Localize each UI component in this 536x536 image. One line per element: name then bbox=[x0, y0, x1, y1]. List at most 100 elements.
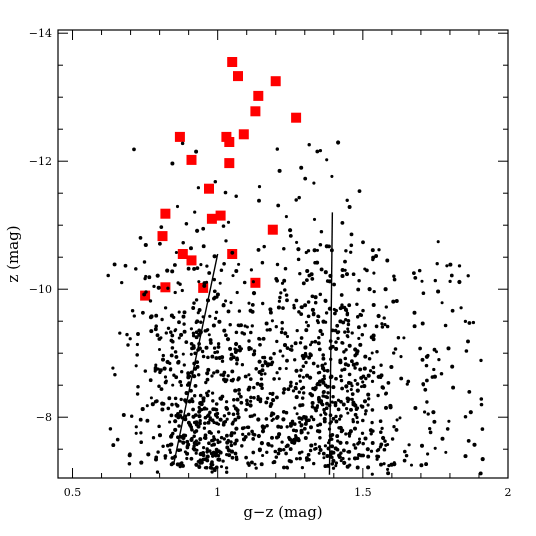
galaxy-point bbox=[141, 310, 145, 315]
galaxy-point bbox=[426, 412, 430, 416]
galaxy-point bbox=[321, 451, 326, 456]
galaxy-point bbox=[316, 371, 320, 375]
galaxy-point bbox=[294, 457, 299, 461]
galaxy-point bbox=[393, 347, 398, 351]
galaxy-point bbox=[327, 279, 332, 284]
galaxy-point bbox=[343, 356, 348, 361]
galaxy-point bbox=[244, 455, 248, 460]
bright-galaxy-marker bbox=[291, 112, 302, 123]
galaxy-point bbox=[148, 315, 153, 320]
galaxy-point bbox=[214, 356, 219, 361]
galaxy-point bbox=[181, 352, 185, 356]
galaxy-point bbox=[340, 428, 345, 433]
galaxy-point bbox=[309, 272, 314, 277]
galaxy-point bbox=[345, 396, 350, 401]
galaxy-point bbox=[257, 336, 261, 341]
galaxy-point bbox=[392, 461, 396, 465]
galaxy-point bbox=[155, 273, 160, 278]
galaxy-point bbox=[280, 320, 284, 325]
galaxy-point bbox=[323, 362, 327, 366]
galaxy-point bbox=[304, 345, 308, 349]
galaxy-point bbox=[239, 400, 244, 405]
galaxy-point bbox=[127, 462, 132, 466]
galaxy-point bbox=[386, 471, 391, 476]
galaxy-point bbox=[163, 454, 168, 458]
galaxy-point bbox=[151, 436, 156, 440]
galaxy-point bbox=[268, 307, 273, 312]
galaxy-point bbox=[315, 404, 320, 408]
galaxy-point bbox=[213, 453, 218, 458]
galaxy-point bbox=[343, 268, 347, 272]
galaxy-point bbox=[308, 448, 313, 453]
galaxy-point bbox=[342, 460, 347, 465]
axis-ticks-layer: 0.5 1 1.5 2 −8 −10 −12 −14 bbox=[29, 27, 512, 499]
galaxy-point bbox=[307, 418, 311, 423]
galaxy-point bbox=[293, 341, 298, 346]
galaxy-point bbox=[472, 442, 477, 447]
galaxy-point bbox=[294, 298, 299, 303]
galaxy-point bbox=[282, 387, 287, 392]
galaxy-point bbox=[128, 337, 132, 341]
galaxy-point bbox=[174, 354, 179, 359]
galaxy-point bbox=[256, 417, 261, 422]
galaxy-point bbox=[443, 323, 448, 328]
galaxy-point bbox=[363, 436, 368, 441]
galaxy-point bbox=[300, 465, 305, 470]
galaxy-point bbox=[463, 454, 468, 459]
galaxy-point bbox=[218, 281, 222, 285]
galaxy-point bbox=[372, 271, 376, 275]
galaxy-point bbox=[208, 465, 213, 470]
galaxy-point bbox=[222, 370, 227, 375]
x-tick-label: 1 bbox=[214, 486, 221, 499]
galaxy-point bbox=[312, 181, 316, 185]
galaxy-point bbox=[417, 268, 422, 273]
galaxy-point bbox=[364, 409, 368, 413]
galaxy-point bbox=[389, 462, 394, 467]
galaxy-point bbox=[433, 446, 437, 450]
galaxy-point bbox=[288, 347, 292, 352]
galaxy-point bbox=[391, 299, 396, 304]
galaxy-point bbox=[309, 393, 315, 398]
galaxy-point bbox=[215, 295, 219, 299]
galaxy-point bbox=[278, 366, 282, 371]
galaxy-point bbox=[315, 319, 320, 323]
galaxy-point bbox=[213, 179, 218, 184]
galaxy-point bbox=[298, 341, 303, 345]
galaxy-point bbox=[334, 419, 339, 424]
galaxy-point bbox=[168, 448, 172, 452]
galaxy-point bbox=[321, 394, 325, 398]
galaxy-point bbox=[356, 315, 360, 319]
galaxy-point bbox=[466, 339, 470, 344]
galaxy-point bbox=[371, 370, 376, 375]
galaxy-point bbox=[278, 295, 282, 300]
galaxy-point bbox=[375, 349, 379, 354]
galaxy-point bbox=[229, 301, 233, 305]
galaxy-point bbox=[224, 299, 228, 303]
galaxy-point bbox=[361, 380, 365, 384]
y-tick-label: −10 bbox=[29, 283, 52, 296]
galaxy-point bbox=[341, 402, 346, 407]
sequence-fit-line bbox=[328, 212, 334, 475]
galaxy-point bbox=[311, 417, 316, 422]
galaxy-point bbox=[169, 330, 173, 334]
galaxy-point bbox=[205, 264, 209, 268]
galaxy-point bbox=[193, 383, 198, 388]
galaxy-point bbox=[229, 440, 233, 444]
galaxy-point bbox=[420, 321, 425, 326]
galaxy-point bbox=[284, 215, 288, 219]
galaxy-point bbox=[299, 305, 304, 310]
galaxy-point bbox=[331, 458, 336, 463]
galaxy-point bbox=[353, 412, 358, 417]
galaxy-point bbox=[318, 328, 323, 334]
galaxy-point bbox=[403, 449, 407, 454]
galaxy-point bbox=[292, 303, 296, 307]
galaxy-point bbox=[223, 420, 228, 424]
galaxy-point bbox=[288, 447, 293, 452]
galaxy-point bbox=[330, 444, 335, 449]
galaxy-point bbox=[217, 319, 222, 324]
galaxy-point bbox=[169, 442, 174, 447]
galaxy-point bbox=[350, 397, 354, 402]
galaxy-point bbox=[275, 339, 279, 344]
bright-galaxy-marker bbox=[233, 71, 243, 82]
galaxy-point bbox=[225, 337, 231, 342]
